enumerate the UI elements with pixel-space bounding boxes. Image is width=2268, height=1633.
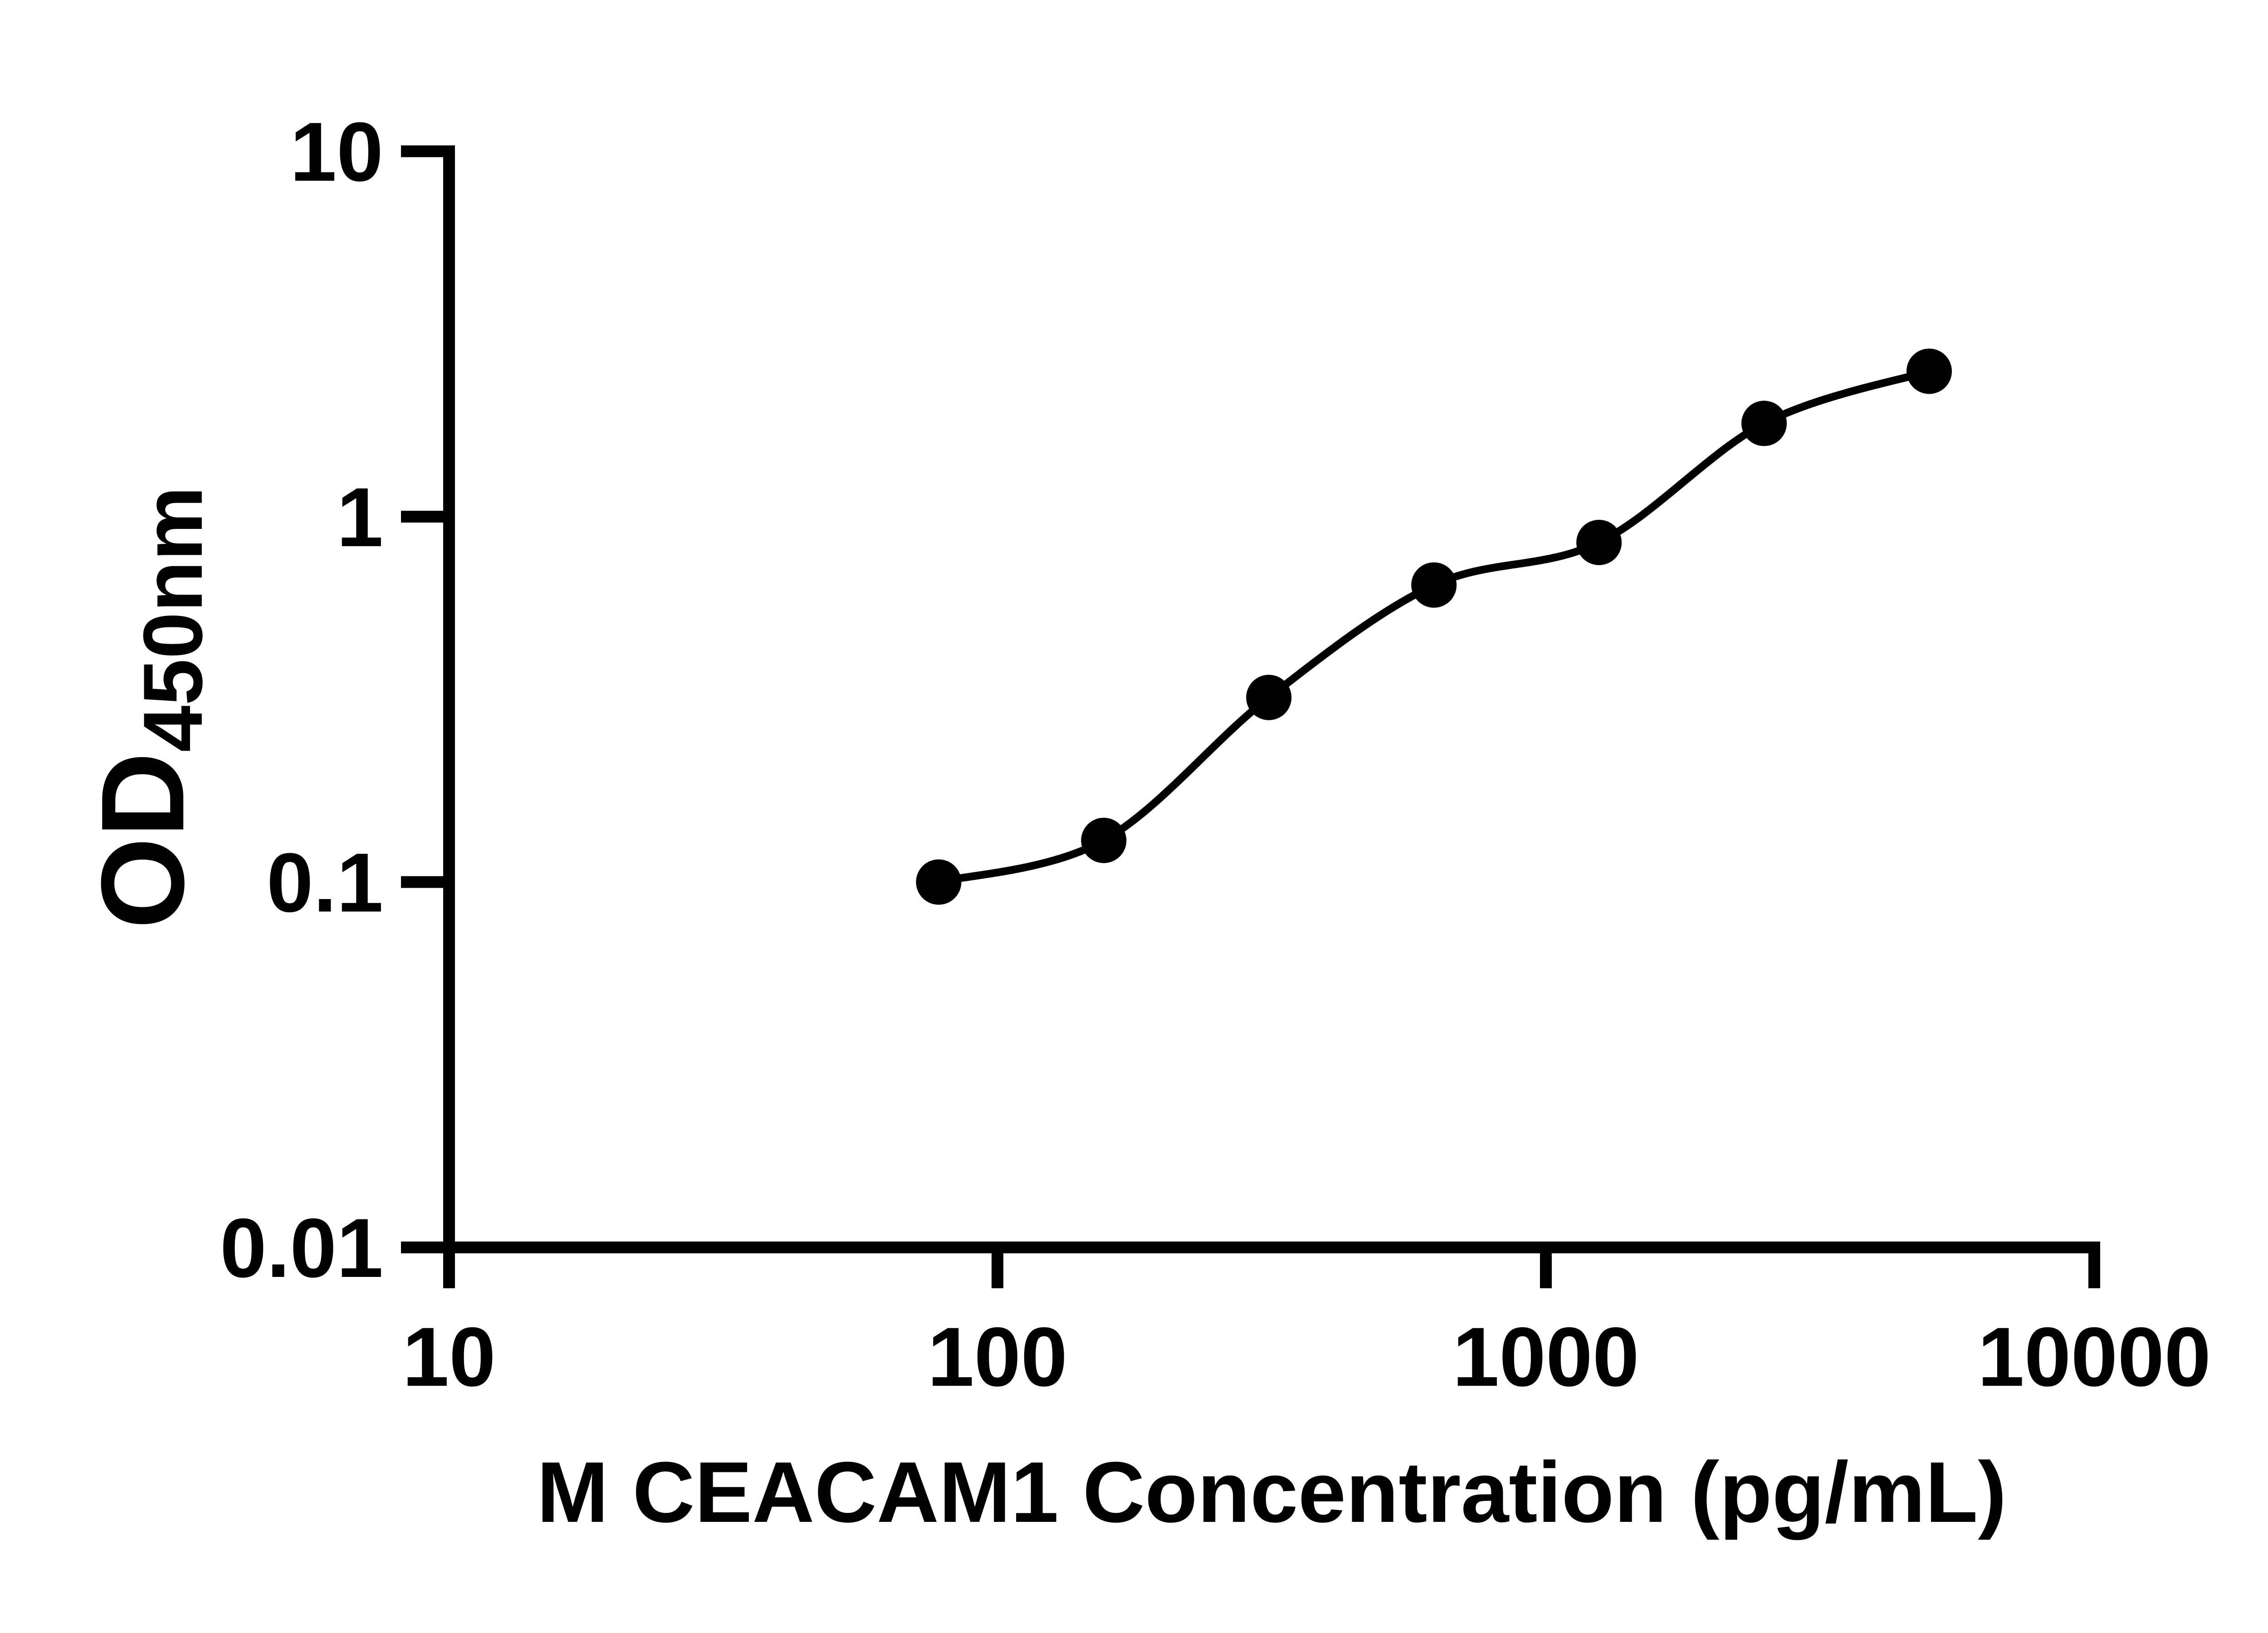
x-tick-label: 10000: [1978, 1310, 2211, 1404]
data-point: [1906, 348, 1952, 394]
x-axis-title: M CEACAM1 Concentration (pg/mL): [537, 1444, 2007, 1540]
data-point: [1411, 562, 1457, 608]
x-tick-labels: 10 100 1000 10000: [402, 1310, 2211, 1404]
x-tick-label: 100: [928, 1310, 1068, 1404]
axes: [443, 145, 2100, 1253]
y-axis-title-main: OD: [77, 752, 209, 929]
x-tick-label: 1000: [1452, 1310, 1639, 1404]
data-point: [1576, 519, 1622, 565]
y-tick-label: 1: [337, 471, 383, 564]
y-tick-labels: 10 1 0.1 0.01: [220, 106, 383, 1296]
y-tick-label: 10: [290, 106, 383, 199]
x-tick-label: 10: [402, 1310, 496, 1404]
fit-curve-path: [934, 367, 1933, 886]
y-axis-title-subscript: 450nm: [126, 486, 220, 753]
data-points: [916, 348, 1952, 905]
data-point: [1741, 401, 1787, 446]
data-point: [916, 859, 962, 905]
y-ticks: [401, 145, 449, 1253]
data-point: [1081, 817, 1127, 863]
x-ticks: [443, 1247, 2100, 1288]
y-tick-label: 0.1: [267, 836, 383, 930]
data-point: [1246, 675, 1292, 720]
y-tick-label: 0.01: [220, 1202, 383, 1295]
fit-curve: [934, 367, 1933, 886]
y-axis-title: OD450nm: [77, 486, 220, 929]
